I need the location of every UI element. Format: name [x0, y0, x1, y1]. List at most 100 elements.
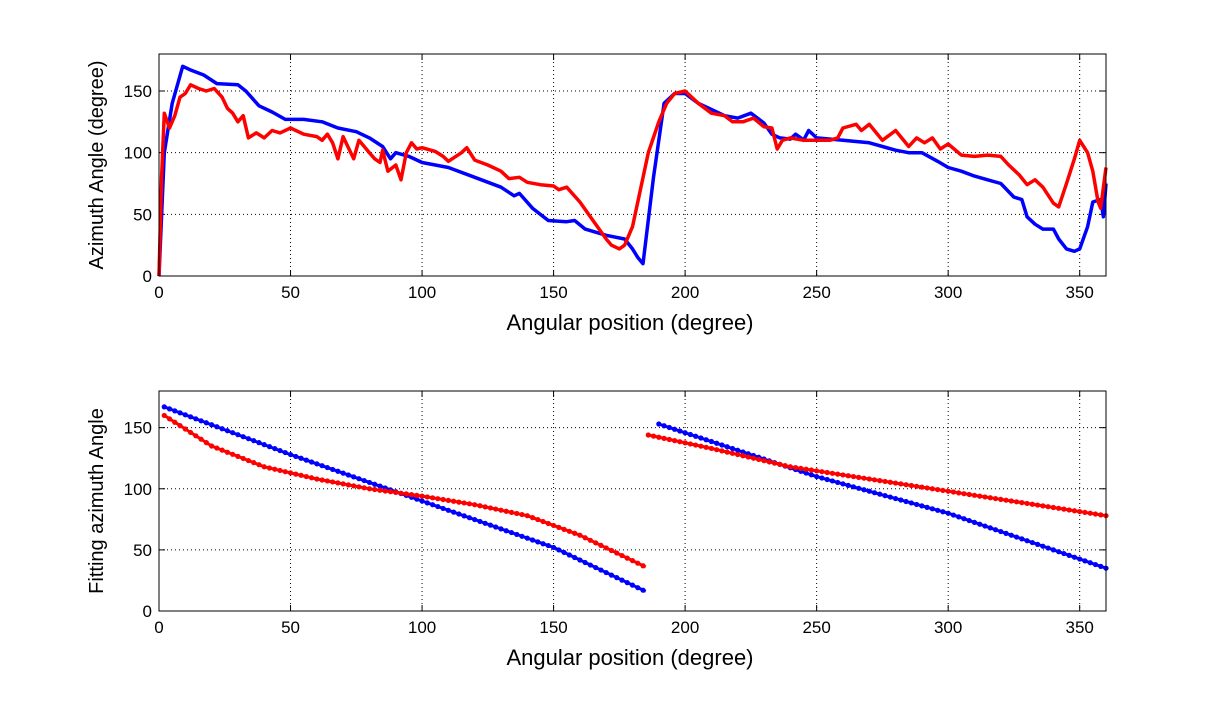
data-point: [982, 494, 988, 500]
data-point: [1066, 507, 1072, 513]
data-point: [435, 496, 441, 502]
data-point: [545, 542, 551, 549]
data-point: [1019, 500, 1025, 506]
data-point: [1056, 549, 1062, 555]
data-point: [882, 493, 888, 499]
data-point: [251, 460, 257, 466]
data-point: [266, 444, 273, 450]
data-point: [372, 486, 378, 493]
data-point: [1098, 563, 1104, 569]
data-point: [971, 492, 978, 498]
data-point: [714, 440, 720, 446]
data-point: [729, 445, 736, 452]
data-point: [314, 461, 320, 467]
data-point: [550, 544, 557, 551]
data-point: [608, 547, 615, 554]
data-point: [1071, 554, 1078, 560]
data-point: [929, 506, 935, 512]
data-point: [429, 495, 436, 501]
data-point: [529, 515, 536, 521]
data-point: [740, 449, 746, 455]
data-point: [503, 528, 509, 534]
data-point: [219, 426, 225, 432]
data-point: [498, 526, 504, 532]
data-point: [624, 555, 630, 561]
data-point: [319, 463, 325, 469]
data-point: [908, 482, 914, 489]
x-tick-label: 0: [154, 283, 163, 302]
data-point: [629, 582, 636, 588]
data-point: [235, 432, 241, 438]
x-tick-label: 200: [671, 618, 699, 637]
data-point: [771, 460, 778, 466]
data-point: [372, 481, 378, 487]
data-point: [992, 527, 999, 533]
data-point: [256, 462, 262, 468]
data-point: [1045, 504, 1051, 510]
data-point: [587, 562, 594, 568]
data-point: [666, 436, 672, 443]
data-point: [677, 439, 683, 445]
data-point: [640, 563, 646, 569]
data-point: [966, 491, 972, 498]
data-point: [650, 433, 657, 439]
data-point: [529, 537, 536, 543]
data-point: [224, 428, 230, 434]
x-tick-label: 200: [671, 283, 699, 302]
data-point: [1008, 498, 1014, 504]
data-point: [361, 477, 367, 484]
x-tick-label: 300: [934, 283, 962, 302]
data-point: [798, 465, 804, 472]
data-point: [451, 498, 457, 504]
data-point: [387, 489, 394, 495]
data-point: [203, 420, 209, 426]
data-point: [198, 418, 204, 424]
data-point: [366, 486, 373, 492]
data-point: [177, 410, 183, 416]
data-point: [998, 528, 1004, 535]
data-point: [303, 457, 309, 463]
data-point: [508, 529, 515, 536]
data-point: [1050, 504, 1056, 511]
data-point: [245, 436, 252, 442]
data-point: [493, 506, 499, 512]
data-point: [356, 476, 362, 482]
x-tick-label: 150: [539, 283, 567, 302]
data-point: [735, 451, 741, 458]
data-point: [892, 495, 899, 502]
data-point: [166, 416, 173, 422]
data-point: [1008, 532, 1014, 538]
data-point: [335, 480, 341, 486]
data-point: [503, 508, 509, 514]
data-point: [293, 471, 299, 477]
y-tick-label: 50: [133, 205, 152, 224]
data-point: [866, 476, 872, 482]
data-point: [1029, 539, 1035, 546]
data-point: [656, 421, 662, 427]
data-point: [950, 489, 957, 495]
data-point: [819, 469, 825, 475]
y-tick-label: 150: [124, 419, 152, 438]
data-point: [814, 468, 820, 474]
data-point: [535, 516, 541, 523]
data-point: [614, 550, 620, 556]
data-point: [919, 484, 925, 490]
data-point: [324, 478, 330, 484]
data-point: [1050, 547, 1056, 553]
data-point: [840, 472, 846, 478]
data-point: [456, 511, 462, 517]
data-point: [929, 486, 935, 492]
data-point: [451, 509, 457, 515]
data-point: [209, 422, 215, 428]
data-point: [966, 517, 972, 524]
data-point: [193, 416, 199, 422]
series-line-red: [157, 83, 1108, 277]
data-point: [750, 455, 757, 461]
data-point: [582, 535, 588, 541]
data-point: [572, 530, 578, 536]
data-point: [950, 512, 957, 518]
data-point: [287, 470, 294, 476]
data-point: [193, 433, 199, 439]
data-point: [635, 560, 641, 566]
data-point: [1024, 538, 1030, 544]
